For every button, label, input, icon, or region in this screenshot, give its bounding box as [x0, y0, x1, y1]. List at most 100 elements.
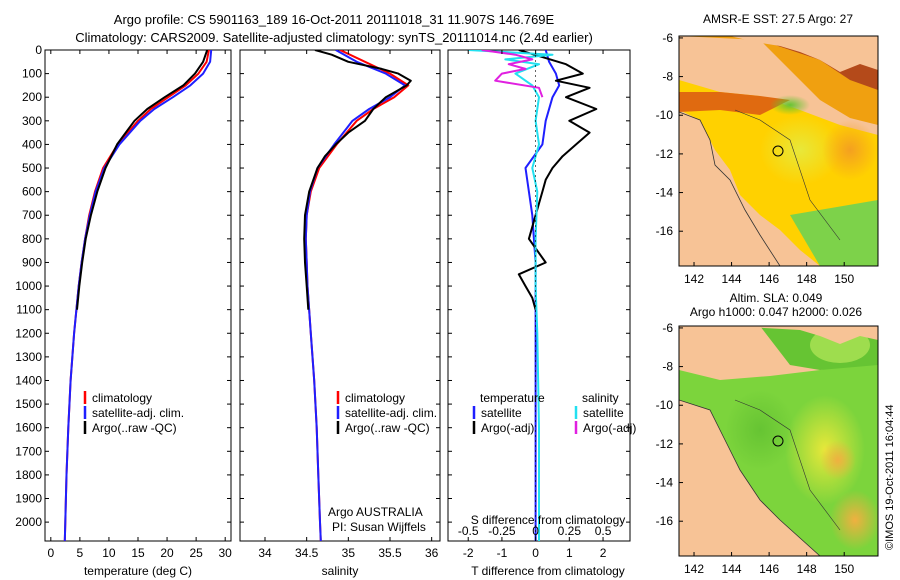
map-x-tick-label: 148 — [797, 272, 817, 286]
x-tick-label: 5 — [77, 546, 84, 560]
sst-isobath — [734, 109, 841, 241]
series-line-argo-raw-qc- — [76, 50, 209, 310]
map-x-tick-label: 148 — [797, 562, 817, 576]
map-y-tick-label: -6 — [662, 321, 673, 335]
depth-tick-label: 1300 — [15, 350, 42, 364]
temperature-x-ticks: 0 5 10 15 20 25 30 — [47, 50, 232, 560]
x-tick-label: 10 — [102, 546, 116, 560]
map-y-tick-label: -12 — [656, 437, 674, 451]
x-tick-label: 34.5 — [295, 546, 319, 560]
map-x-tick-label: 146 — [759, 272, 779, 286]
map-x-tick-label: 150 — [834, 272, 854, 286]
difference-xlabel-top: S difference from climatology — [471, 513, 626, 527]
map-x-tick-label: 142 — [684, 272, 704, 286]
sst-argo-location — [772, 145, 784, 157]
depth-tick-label: 1900 — [15, 492, 42, 506]
series-line-salinity-satellite — [468, 50, 554, 541]
series-line-climatology — [304, 50, 410, 541]
diff-legend-ssat: satellite — [583, 406, 624, 420]
x-tick-label: -2 — [463, 546, 474, 560]
salinity-panel-frame — [239, 49, 441, 542]
sal-legend-climatology: climatology — [345, 391, 405, 405]
sal-annotation-line1: Argo AUSTRALIA — [328, 505, 423, 519]
temperature-xlabel: temperature (deg C) — [84, 564, 192, 578]
depth-tick-label: 2000 — [15, 515, 42, 529]
legend-argo: Argo(..raw -QC) — [92, 421, 177, 435]
depth-tick-label: 1700 — [15, 444, 42, 458]
series-line-temperature-argo-adj- — [517, 50, 598, 310]
depth-tick-label: 900 — [22, 255, 42, 269]
map-y-tick-label: -8 — [662, 70, 673, 84]
map-x-tick-label: 144 — [722, 562, 742, 576]
sst-warm-band — [679, 92, 790, 115]
diff-legend-sal-header: salinity — [582, 391, 619, 405]
depth-tick-label: 1200 — [15, 326, 42, 340]
sla-map-ticks: 142 144 146 148 150 -6 -8 -10 -12 -14 -16 — [656, 321, 855, 576]
sla-green-patch — [725, 390, 795, 470]
s-diff-tick-label: 0.5 — [595, 524, 612, 538]
depth-tick-label: 1800 — [15, 468, 42, 482]
map-x-tick-label: 142 — [684, 562, 704, 576]
sla-map — [679, 326, 878, 556]
depth-tick-label: 1000 — [15, 279, 42, 293]
difference-legend: temperature salinity satellite Argo(-adj… — [472, 391, 636, 435]
depth-tick-label: 400 — [22, 137, 42, 151]
depth-tick-label: 700 — [22, 208, 42, 222]
sal-annotation-line2: PI: Susan Wijffels — [332, 520, 426, 534]
map-x-tick-label: 144 — [722, 272, 742, 286]
x-tick-label: -1 — [497, 546, 508, 560]
map-x-tick-label: 146 — [759, 562, 779, 576]
sst-coastline — [679, 111, 781, 266]
map-x-tick-label: 150 — [834, 562, 854, 576]
depth-tick-label: 100 — [22, 67, 42, 81]
diff-legend-tsat: satellite — [481, 406, 522, 420]
sla-orange-patch-2 — [820, 440, 856, 480]
depth-tick-label: 600 — [22, 185, 42, 199]
sla-isobath — [734, 399, 841, 531]
sla-map-title2: Argo h1000: 0.047 h2000: 0.026 — [690, 305, 862, 319]
sst-map-title: AMSR-E SST: 27.5 Argo: 27 — [703, 12, 853, 26]
sla-coastline — [679, 399, 821, 556]
salinity-x-ticks: 34 34.5 35 35.5 36 — [258, 50, 439, 560]
map-y-tick-label: -12 — [656, 147, 674, 161]
map-y-tick-label: -10 — [656, 398, 674, 412]
series-line-salinity-argo-adj- — [481, 50, 544, 98]
x-tick-label: 0 — [532, 546, 539, 560]
depth-tick-label: 0 — [35, 43, 42, 57]
x-tick-label: 1 — [566, 546, 573, 560]
diff-legend-targo: Argo(-adj) — [481, 421, 534, 435]
figure-title-line1: Argo profile: CS 5901163_189 16-Oct-2011… — [114, 12, 555, 27]
figure-title-line2: Climatology: CARS2009. Satellite-adjuste… — [75, 30, 593, 45]
x-tick-label: 36 — [425, 546, 439, 560]
x-tick-label: 25 — [189, 546, 203, 560]
map-y-tick-label: -16 — [656, 514, 674, 528]
x-tick-label: 34 — [258, 546, 272, 560]
sst-land-north — [730, 36, 878, 72]
x-tick-label: 30 — [219, 546, 233, 560]
s-diff-tick-label: -0.5 — [458, 524, 479, 538]
depth-tick-label: 500 — [22, 161, 42, 175]
legend-satellite: satellite-adj. clim. — [92, 406, 184, 420]
diff-legend-temp-header: temperature — [480, 391, 545, 405]
sst-map-ticks: 142 144 146 148 150 -6 -8 -10 -12 -14 -16 — [656, 31, 855, 286]
salinity-legend: climatology satellite-adj. clim. Argo(..… — [328, 391, 437, 534]
x-tick-label: 15 — [131, 546, 145, 560]
map-y-tick-label: -8 — [662, 360, 673, 374]
series-line-temperature-satellite — [524, 50, 561, 541]
map-y-tick-label: -10 — [656, 108, 674, 122]
map-y-tick-label: -6 — [662, 31, 673, 45]
x-tick-label: 35 — [342, 546, 356, 560]
difference-series — [468, 50, 598, 541]
depth-tick-label: 1100 — [16, 303, 42, 317]
depth-tick-label: 1400 — [15, 373, 42, 387]
s-diff-tick-label: -0.25 — [488, 524, 516, 538]
sla-orange-patch — [830, 490, 878, 550]
sst-land-australia — [679, 112, 780, 266]
sst-green-patch — [770, 95, 810, 115]
x-tick-label: 2 — [600, 546, 607, 560]
depth-tick-label: 1600 — [15, 421, 42, 435]
legend-climatology: climatology — [92, 391, 152, 405]
sla-land-north — [730, 326, 878, 344]
sst-map — [679, 36, 878, 266]
